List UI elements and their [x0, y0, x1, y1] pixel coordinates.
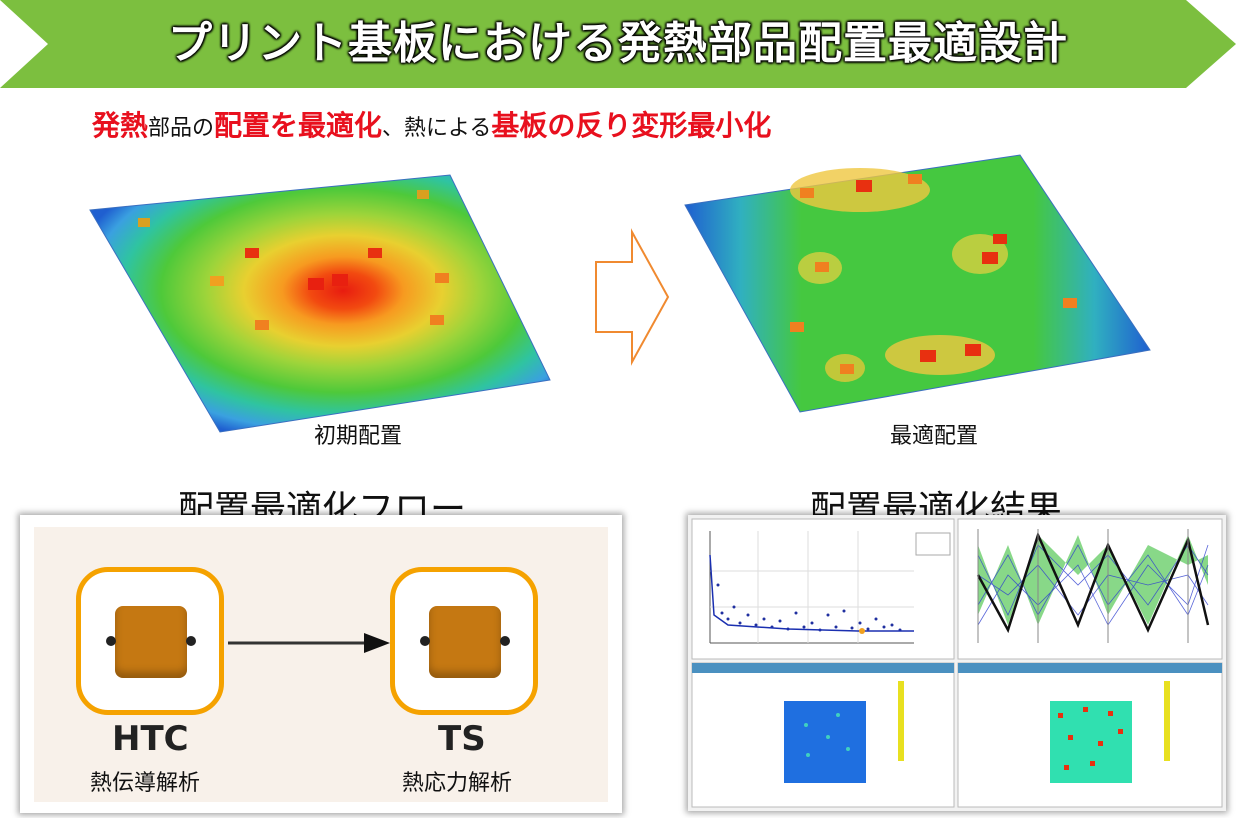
banner-arrow-shape — [0, 0, 1236, 88]
htc-node[interactable] — [76, 567, 224, 715]
ts-node-label: 熱応力解析 — [402, 771, 513, 796]
initial-layout-caption: 初期配置 — [314, 424, 403, 449]
output-port-icon — [186, 636, 196, 646]
optimal-layout-caption: 最適配置 — [890, 424, 979, 449]
htc-node-label: 熱伝導解析 — [90, 771, 201, 796]
ts-node-block — [429, 606, 501, 678]
htc-node-block — [115, 606, 187, 678]
subtitle-segment: 、熱による — [382, 116, 492, 141]
flow-connector-arrow — [228, 633, 390, 653]
subtitle-segment: 基板の反り変形最小化 — [491, 109, 772, 142]
scatter-points — [716, 583, 902, 632]
title-banner: プリント基板における発熱部品配置最適設計 — [0, 0, 1236, 88]
results-panel — [688, 515, 1226, 811]
page-title: プリント基板における発熱部品配置最適設計 — [168, 18, 1068, 69]
flow-panel: HTC 熱伝導解析 TS 熱応力解析 — [20, 515, 622, 813]
subtitle: 発熱部品の配置を最適化、熱による基板の反り変形最小化 — [92, 104, 771, 144]
input-port-icon — [106, 636, 116, 646]
flow-canvas: HTC 熱伝導解析 TS 熱応力解析 — [34, 527, 608, 802]
output-port-icon — [500, 636, 510, 646]
htc-node-code: HTC — [112, 719, 189, 759]
input-port-icon — [420, 636, 430, 646]
results-screenshot — [688, 515, 1226, 811]
ts-node[interactable] — [390, 567, 538, 715]
optimal-layout-board — [684, 154, 1151, 413]
initial-layout-board — [89, 174, 551, 433]
hot-components — [790, 174, 1077, 374]
ts-node-code: TS — [438, 719, 486, 759]
right-arrow-icon — [595, 228, 670, 366]
subtitle-segment: 発熱 — [92, 109, 149, 142]
subtitle-segment: 配置を最適化 — [214, 109, 383, 142]
subtitle-segment: 部品の — [148, 116, 215, 141]
hot-components — [138, 190, 449, 330]
